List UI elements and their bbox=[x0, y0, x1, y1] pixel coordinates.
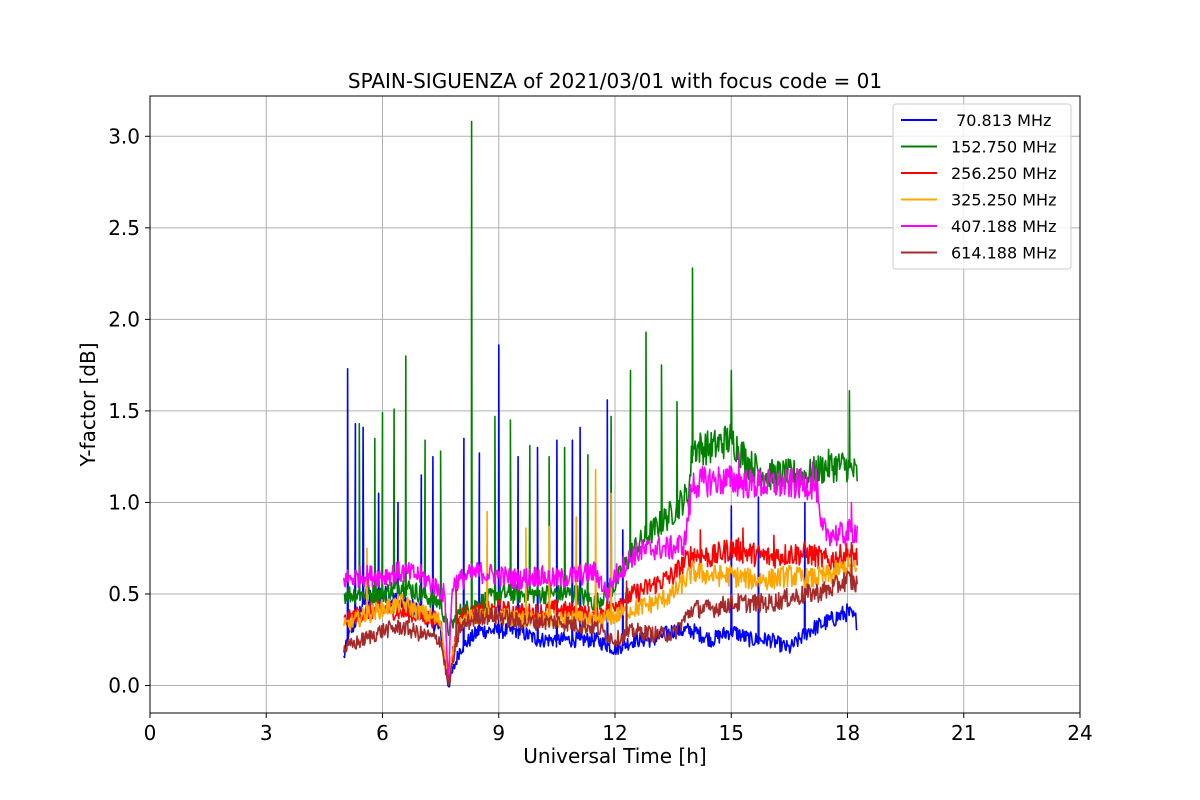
legend-entry-label: 614.188 MHz bbox=[951, 244, 1056, 263]
legend-entry-label: 70.813 MHz bbox=[951, 111, 1051, 130]
legend-entry-label: 407.188 MHz bbox=[951, 217, 1056, 236]
x-tick-label: 21 bbox=[951, 721, 976, 745]
y-axis-label: Y-factor [dB] bbox=[76, 342, 100, 467]
series-line-5 bbox=[343, 452, 858, 679]
x-tick-label: 9 bbox=[492, 721, 505, 745]
x-tick-label: 3 bbox=[260, 721, 273, 745]
x-tick-label: 0 bbox=[144, 721, 157, 745]
x-tick-label: 18 bbox=[835, 721, 860, 745]
x-tick-label: 12 bbox=[602, 721, 627, 745]
series-line-2 bbox=[343, 120, 858, 636]
y-tick-label: 2.5 bbox=[108, 216, 140, 240]
x-tick-label: 15 bbox=[719, 721, 744, 745]
series-line-6 bbox=[343, 541, 858, 686]
legend-entry-label: 152.750 MHz bbox=[951, 138, 1056, 157]
legend-entry-label: 256.250 MHz bbox=[951, 164, 1056, 183]
x-axis-label: Universal Time [h] bbox=[523, 744, 706, 768]
y-tick-label: 1.5 bbox=[108, 399, 140, 423]
y-tick-label: 0.5 bbox=[108, 582, 140, 606]
series-line-4 bbox=[343, 468, 858, 681]
ticks: 0 3 6 9 12 15 18 21 24 0.0 0.5 1.0 1.5 2.0 2.5 3.0 bbox=[108, 124, 1093, 745]
legend: 70.813 MHz 152.750 MHz 256.250 MHz 325.250 … bbox=[892, 103, 1072, 270]
y-tick-label: 3.0 bbox=[108, 124, 140, 148]
x-tick-label: 6 bbox=[376, 721, 389, 745]
chart-title: SPAIN-SIGUENZA of 2021/03/01 with focus … bbox=[348, 69, 882, 93]
legend-box bbox=[892, 103, 1072, 270]
y-tick-label: 2.0 bbox=[108, 307, 140, 331]
y-tick-label: 1.0 bbox=[108, 490, 140, 514]
y-tick-label: 0.0 bbox=[108, 674, 140, 698]
legend-entry-label: 325.250 MHz bbox=[951, 191, 1056, 210]
x-tick-label: 24 bbox=[1067, 721, 1092, 745]
series-layer bbox=[343, 120, 858, 688]
